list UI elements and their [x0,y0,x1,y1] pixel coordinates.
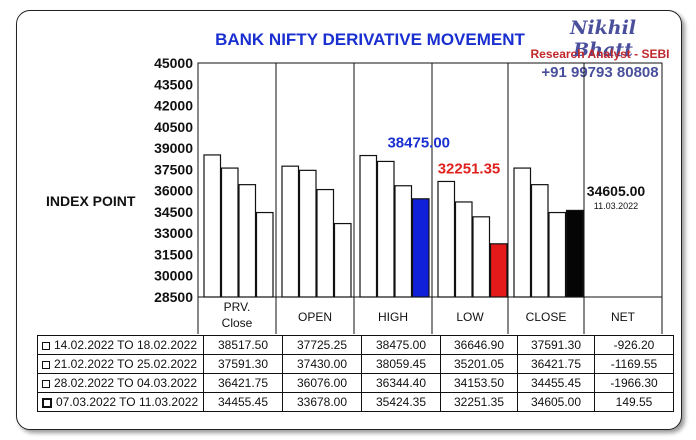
table-cell: 36076.00 [282,373,362,393]
category-label: LOW [456,310,484,324]
table-cell: 36421.75 [203,373,283,393]
y-tick-label: 40500 [154,119,193,135]
table-cell: 33678.00 [282,392,362,412]
bar-high-4 [411,198,430,298]
table-cell: 32251.35 [440,392,518,412]
bar-open-2 [298,169,317,298]
table-cell: 37430.00 [282,354,362,374]
row-label: 14.02.2022 TO 18.02.2022 [37,335,204,355]
table-row: 21.02.2022 TO 25.02.2022 37591.30 37430.00… [37,354,674,374]
table-cell: 37725.25 [282,335,362,355]
annotation-low: 32251.35 [438,160,501,177]
legend-box-icon [42,341,50,350]
row-label-text: 07.03.2022 TO 11.03.2022 [56,395,199,409]
bar-low-1 [437,180,456,298]
bar-open-3 [316,188,335,298]
y-tick-label: 36000 [154,183,193,199]
row-label-text: 14.02.2022 TO 18.02.2022 [54,338,198,352]
table-cell: 38475.00 [361,335,441,355]
bar-close-3 [548,211,567,298]
bar-prvclose-2 [220,167,239,298]
bar-close-2 [530,184,549,298]
row-label: 28.02.2022 TO 04.03.2022 [37,373,204,393]
bar-close-1 [513,167,532,298]
table-cell: 37591.30 [203,354,283,374]
signature-role: Research Analyst - SEBI [530,47,670,61]
signature-phone: +91 99793 80808 [541,64,659,81]
table-cell: 35201.05 [440,354,518,374]
y-tick-label: 31500 [154,246,193,262]
table-cell: 36646.90 [440,335,518,355]
table-cell: 38059.45 [361,354,441,374]
table-cell: 37591.30 [517,335,595,355]
bar-low-2 [454,201,473,298]
annotation-close: 34605.00 [587,183,646,199]
y-tick-label: 28500 [154,289,193,305]
bar-high-2 [376,160,395,298]
table-cell: 34153.50 [440,373,518,393]
bar-prvclose-1 [203,154,222,298]
y-tick-label: 45000 [154,55,193,71]
bar-open-4 [333,222,352,298]
category-label: OPEN [298,310,332,324]
bar-prvclose-4 [255,211,274,298]
y-tick-label: 33000 [154,225,193,241]
chart-title: BANK NIFTY DERIVATIVE MOVEMENT [215,30,525,49]
category-label: Close [222,316,253,330]
annotation-close-date: 11.03.2022 [594,201,638,211]
bar-open-1 [281,165,300,298]
y-tick-label: 34500 [154,204,193,220]
y-tick-label: 42000 [154,98,193,114]
table-cell: -1169.55 [594,354,674,374]
annotation-high: 38475.00 [387,135,450,152]
net-header: NET [611,310,636,324]
table-cell: 149.55 [594,392,674,412]
table-cell: 36344.40 [361,373,441,393]
table-cell: 38517.50 [203,335,283,355]
bar-high-3 [394,185,413,298]
category-label: HIGH [378,310,408,324]
data-table: 14.02.2022 TO 18.02.2022 38517.50 37725.25… [37,335,674,412]
table-cell: 34455.45 [517,373,595,393]
table-cell: 34605.00 [517,392,595,412]
bar-prvclose-3 [238,184,257,298]
bar-low-3 [472,216,491,298]
plot-area [197,62,663,298]
row-label-text: 21.02.2022 TO 25.02.2022 [54,357,198,371]
table-cell: -926.20 [594,335,674,355]
y-axis-label: INDEX POINT [46,193,136,209]
signature-name: Nikhil Bhatt [570,17,636,61]
bar-low-4 [489,243,508,298]
legend-box-icon [42,397,52,408]
bar-high-1 [359,154,378,298]
table-row: 14.02.2022 TO 18.02.2022 38517.50 37725.25… [37,335,674,355]
y-tick-label: 30000 [154,268,193,284]
legend-box-icon [42,379,50,388]
y-tick-label: 43500 [154,76,193,92]
table-row: 28.02.2022 TO 04.03.2022 36421.75 36076.00… [37,373,674,393]
row-label: 07.03.2022 TO 11.03.2022 [37,392,204,412]
y-tick-label: 39000 [154,140,193,156]
table-row: 07.03.2022 TO 11.03.2022 34455.45 33678.00… [37,392,674,412]
row-label-text: 28.02.2022 TO 04.03.2022 [54,376,198,390]
table-cell: -1966.30 [594,373,674,393]
table-cell: 34455.45 [203,392,283,412]
bar-close-4 [565,209,584,298]
y-tick-label: 37500 [154,161,193,177]
table-cell: 36421.75 [517,354,595,374]
table-cell: 35424.35 [361,392,441,412]
row-label: 21.02.2022 TO 25.02.2022 [37,354,204,374]
legend-box-icon [42,360,50,369]
category-label: PRV. [224,300,251,314]
category-label: CLOSE [526,310,567,324]
